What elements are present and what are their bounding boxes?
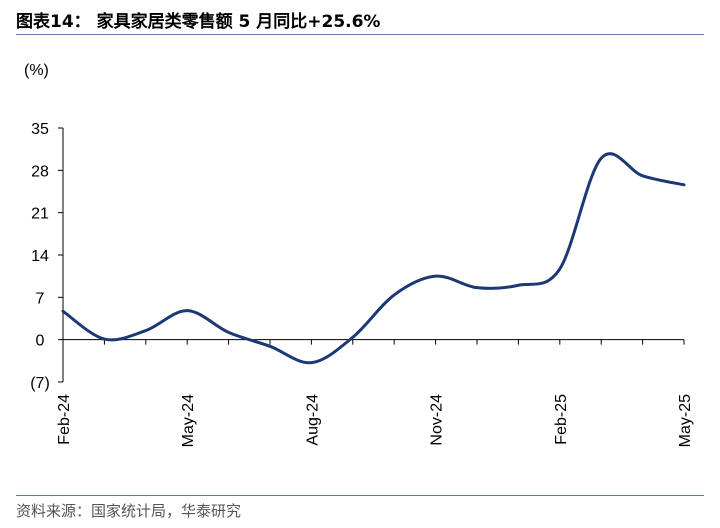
data-point [62,310,65,313]
data-point [434,275,437,278]
x-tick-label: May-25 [677,394,694,447]
data-point [517,284,520,287]
data-point [683,183,686,186]
series-line [61,152,686,365]
y-tick-labels: 35 28 21 14 7 0 (7) [30,121,50,392]
title-divider [16,34,704,35]
y-tick-label: 7 [36,290,45,307]
data-point [310,361,313,364]
x-tick-label: May-24 [180,394,197,447]
y-unit-label: (%) [24,62,49,79]
data-point [227,331,230,334]
data-point [186,309,189,312]
y-tick-label: (7) [30,375,50,392]
data-point [103,338,106,341]
x-tick-labels: Feb-24 May-24 Aug-24 Nov-24 Feb-25 May-25 [56,394,694,447]
y-tick-label: 21 [31,206,49,223]
data-point [269,345,272,348]
y-tick-label: 0 [36,333,45,350]
data-point [393,293,396,296]
data-point [558,267,561,270]
x-tick-label: Feb-25 [553,394,570,445]
y-tick-label: 14 [31,248,49,265]
data-point [144,329,147,332]
data-point [351,336,354,339]
y-tick-label: 35 [31,121,49,138]
x-tick-label: Aug-24 [304,394,321,446]
source-note: 资料来源：国家统计局，华泰研究 [16,502,242,520]
data-point [600,157,603,160]
data-point [641,174,644,177]
footer-divider [16,495,704,496]
x-tick-label: Feb-24 [56,394,73,445]
data-point [476,286,479,289]
chart-axes [58,127,685,383]
series-group [61,152,686,365]
x-tick-label: Nov-24 [429,394,446,446]
y-tick-label: 28 [31,163,49,180]
chart-title: 图表14： 家具家居类零售额 5 月同比+25.6% [16,12,381,32]
